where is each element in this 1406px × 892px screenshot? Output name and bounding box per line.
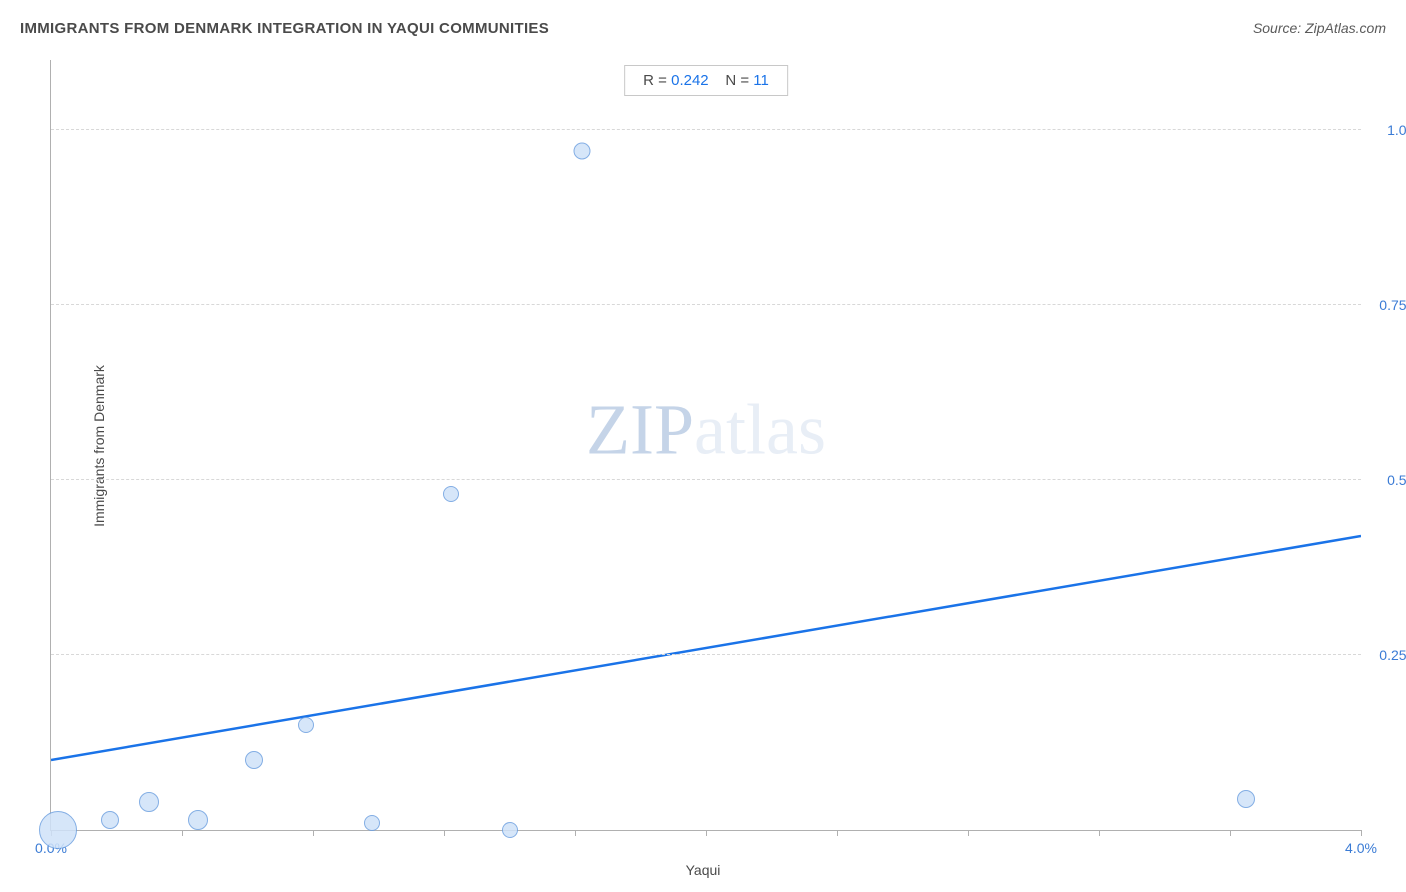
data-bubble bbox=[245, 751, 263, 769]
trend-line bbox=[51, 536, 1361, 760]
data-bubble bbox=[443, 486, 459, 502]
x-tick bbox=[444, 830, 445, 836]
y-gridline bbox=[51, 304, 1361, 305]
y-tick-label: 0.25% bbox=[1369, 647, 1406, 663]
stats-box: R = 0.242 N = 11 bbox=[624, 65, 788, 96]
data-bubble bbox=[364, 815, 380, 831]
n-value: 11 bbox=[753, 72, 769, 89]
x-tick bbox=[968, 830, 969, 836]
data-bubble bbox=[573, 143, 590, 160]
x-tick bbox=[575, 830, 576, 836]
data-bubble bbox=[1237, 790, 1255, 808]
y-tick-label: 0.5% bbox=[1369, 472, 1406, 488]
data-bubble bbox=[139, 792, 159, 812]
chart-container: IMMIGRANTS FROM DENMARK INTEGRATION IN Y… bbox=[0, 0, 1406, 892]
x-tick bbox=[182, 830, 183, 836]
data-bubble bbox=[502, 822, 518, 838]
x-axis-label: Yaqui bbox=[686, 862, 721, 878]
chart-title: IMMIGRANTS FROM DENMARK INTEGRATION IN Y… bbox=[20, 20, 549, 37]
y-tick-label: 0.75% bbox=[1369, 297, 1406, 313]
data-bubble bbox=[39, 811, 77, 849]
y-gridline bbox=[51, 479, 1361, 480]
x-tick bbox=[1361, 830, 1362, 836]
data-bubble bbox=[188, 810, 208, 830]
x-max-label: 4.0% bbox=[1345, 840, 1377, 856]
x-tick bbox=[706, 830, 707, 836]
plot-area: ZIPatlas R = 0.242 N = 11 0.25%0.5%0.75%… bbox=[50, 60, 1361, 831]
trend-line-svg bbox=[51, 60, 1361, 830]
x-tick bbox=[1230, 830, 1231, 836]
data-bubble bbox=[101, 811, 119, 829]
watermark-zip: ZIP bbox=[586, 389, 694, 469]
watermark: ZIPatlas bbox=[586, 388, 826, 471]
r-label: R = bbox=[643, 72, 667, 89]
y-gridline bbox=[51, 654, 1361, 655]
x-tick bbox=[1099, 830, 1100, 836]
r-value: 0.242 bbox=[671, 72, 709, 89]
n-label: N = bbox=[725, 72, 749, 89]
x-tick bbox=[313, 830, 314, 836]
source-label: Source: ZipAtlas.com bbox=[1253, 20, 1386, 36]
y-gridline bbox=[51, 129, 1361, 130]
watermark-atlas: atlas bbox=[694, 389, 826, 469]
x-tick bbox=[837, 830, 838, 836]
data-bubble bbox=[298, 717, 314, 733]
y-tick-label: 1.0% bbox=[1369, 122, 1406, 138]
